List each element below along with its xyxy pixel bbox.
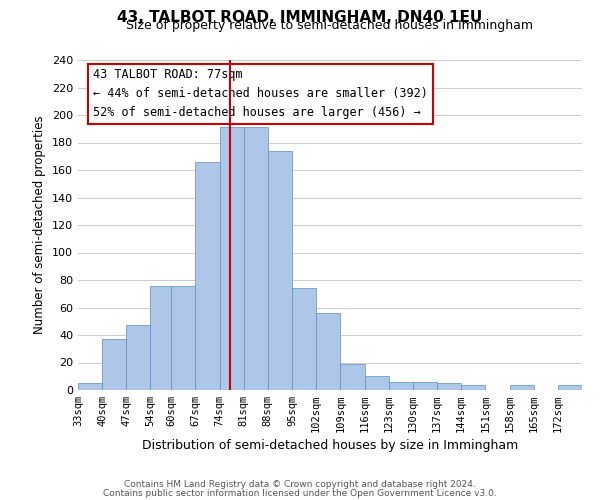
- Bar: [509, 384, 533, 390]
- Text: Contains HM Land Registry data © Crown copyright and database right 2024.: Contains HM Land Registry data © Crown c…: [124, 480, 476, 489]
- Bar: [316, 313, 340, 390]
- Bar: [220, 128, 244, 390]
- Bar: [340, 364, 365, 390]
- Text: 43, TALBOT ROAD, IMMINGHAM, DN40 1EU: 43, TALBOT ROAD, IMMINGHAM, DN40 1EU: [118, 10, 482, 25]
- Bar: [558, 384, 582, 390]
- Bar: [102, 339, 127, 390]
- Bar: [268, 151, 292, 390]
- X-axis label: Distribution of semi-detached houses by size in Immingham: Distribution of semi-detached houses by …: [142, 440, 518, 452]
- Text: Contains public sector information licensed under the Open Government Licence v3: Contains public sector information licen…: [103, 488, 497, 498]
- Bar: [196, 162, 220, 390]
- Bar: [437, 383, 461, 390]
- Text: 43 TALBOT ROAD: 77sqm
← 44% of semi-detached houses are smaller (392)
52% of sem: 43 TALBOT ROAD: 77sqm ← 44% of semi-deta…: [93, 68, 428, 119]
- Bar: [389, 382, 413, 390]
- Bar: [365, 376, 389, 390]
- Bar: [413, 382, 437, 390]
- Bar: [171, 286, 196, 390]
- Y-axis label: Number of semi-detached properties: Number of semi-detached properties: [34, 116, 46, 334]
- Bar: [78, 383, 102, 390]
- Bar: [292, 288, 316, 390]
- Bar: [461, 384, 485, 390]
- Bar: [244, 128, 268, 390]
- Bar: [151, 286, 171, 390]
- Title: Size of property relative to semi-detached houses in Immingham: Size of property relative to semi-detach…: [127, 20, 533, 32]
- Bar: [127, 326, 151, 390]
